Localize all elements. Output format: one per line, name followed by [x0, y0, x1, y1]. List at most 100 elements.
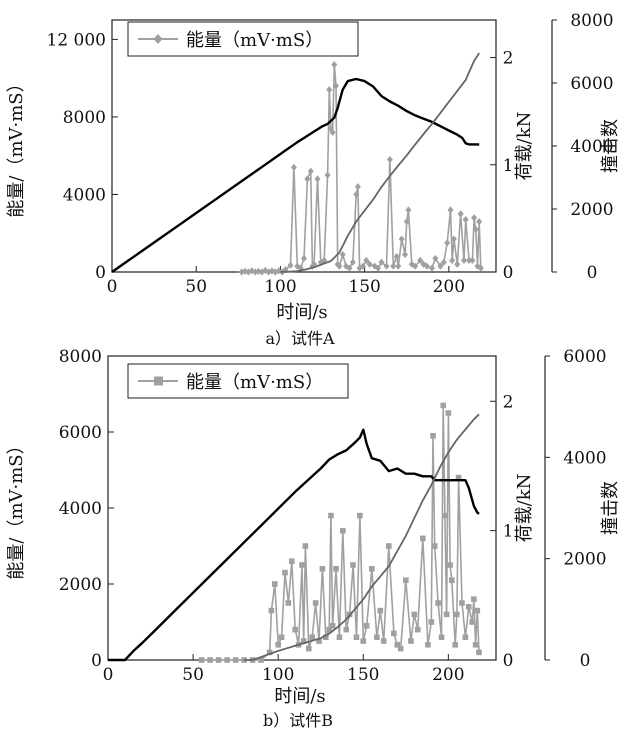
- energy-tick-label: 12 000: [47, 30, 106, 50]
- energy-point: [476, 649, 482, 656]
- energy-point: [430, 433, 436, 439]
- energy-point: [275, 642, 281, 648]
- energy-point: [377, 607, 384, 614]
- energy-point: [477, 264, 484, 272]
- energy-point: [474, 262, 481, 270]
- energy-point: [397, 645, 404, 652]
- energy-point: [346, 264, 353, 272]
- energy-point: [405, 206, 412, 214]
- x-tick-label: 0: [107, 277, 118, 297]
- energy-point: [215, 657, 222, 663]
- energy-point: [198, 657, 205, 663]
- energy-point: [285, 600, 292, 606]
- energy-point: [428, 619, 435, 625]
- hits-tick-label: 6000: [570, 74, 613, 94]
- energy-line: [201, 405, 480, 661]
- y-axis-label-hits: 撞击数: [600, 119, 621, 173]
- hits-tick-label: 4000: [563, 448, 606, 468]
- energy-point: [390, 262, 397, 270]
- energy-point: [398, 235, 405, 243]
- energy-point: [471, 214, 478, 222]
- energy-point: [343, 626, 350, 633]
- energy-point: [319, 566, 326, 572]
- energy-point: [429, 264, 435, 272]
- energy-point: [420, 535, 426, 542]
- energy-point: [435, 600, 441, 606]
- energy-point: [316, 638, 322, 644]
- energy-point: [371, 262, 378, 270]
- x-axis-label: 时间/s: [276, 302, 327, 323]
- energy-point: [350, 562, 356, 568]
- energy-point: [326, 86, 333, 94]
- energy-point: [353, 190, 360, 199]
- energy-point: [472, 642, 479, 648]
- energy-point: [262, 266, 269, 275]
- energy-point: [306, 645, 312, 652]
- energy-point: [378, 258, 385, 266]
- energy-point: [414, 626, 421, 633]
- energy-point: [417, 256, 424, 264]
- energy-point: [301, 254, 307, 263]
- energy-point: [326, 626, 333, 633]
- energy-point: [466, 256, 473, 264]
- energy-point: [363, 256, 370, 264]
- x-tick-label: 150: [347, 665, 379, 685]
- energy-point: [271, 581, 278, 587]
- energy-point: [324, 171, 331, 179]
- energy-point: [440, 258, 447, 266]
- x-tick-label: 50: [182, 665, 204, 685]
- energy-point: [278, 634, 285, 640]
- energy-point: [386, 155, 393, 164]
- energy-point: [411, 611, 418, 618]
- chart-panel-b: [107, 355, 550, 663]
- energy-point: [394, 642, 401, 648]
- legend: [127, 21, 359, 57]
- energy-point: [462, 216, 469, 224]
- load-curve: [108, 428, 480, 662]
- load-tick-label: 2: [503, 392, 514, 412]
- legend-marker: [153, 34, 163, 44]
- energy-point: [300, 638, 307, 644]
- energy-point: [363, 623, 370, 629]
- hits-tick-label: 6000: [563, 347, 606, 367]
- energy-point: [448, 577, 455, 583]
- energy-point: [323, 634, 329, 640]
- energy-point: [321, 256, 328, 264]
- hits-tick-label: 2000: [563, 550, 606, 570]
- energy-point: [454, 260, 461, 268]
- energy-point: [268, 607, 275, 614]
- energy-point: [474, 607, 481, 614]
- y-axis-label-load: 荷载/kN: [514, 112, 535, 181]
- chart-panel-a: [111, 19, 557, 276]
- energy-point: [452, 642, 458, 648]
- energy-point: [447, 206, 454, 214]
- energy-point: [366, 260, 373, 268]
- energy-point: [437, 262, 444, 270]
- energy-point: [450, 235, 457, 243]
- energy-point: [385, 543, 392, 549]
- energy-point: [336, 262, 343, 270]
- energy-point: [469, 256, 476, 264]
- hits-tick-label: 2000: [570, 200, 613, 220]
- x-tick-label: 0: [103, 665, 114, 685]
- energy-point: [431, 543, 438, 549]
- energy-point: [288, 558, 295, 564]
- energy-point: [258, 657, 264, 663]
- energy-point: [455, 474, 462, 481]
- energy-point: [329, 623, 336, 629]
- energy-point: [368, 566, 375, 572]
- energy-point: [375, 264, 382, 272]
- energy-tick-label: 6000: [59, 423, 102, 443]
- energy-point: [403, 577, 409, 583]
- load-tick-label: 0: [503, 651, 514, 671]
- energy-point: [297, 264, 304, 272]
- energy-point: [329, 128, 336, 137]
- energy-point: [294, 262, 301, 270]
- energy-point: [469, 619, 475, 625]
- legend: [127, 363, 349, 399]
- plot-frame: [107, 355, 497, 661]
- energy-point: [359, 262, 366, 270]
- load-tick-label: 1: [503, 156, 514, 176]
- energy-point: [232, 657, 239, 663]
